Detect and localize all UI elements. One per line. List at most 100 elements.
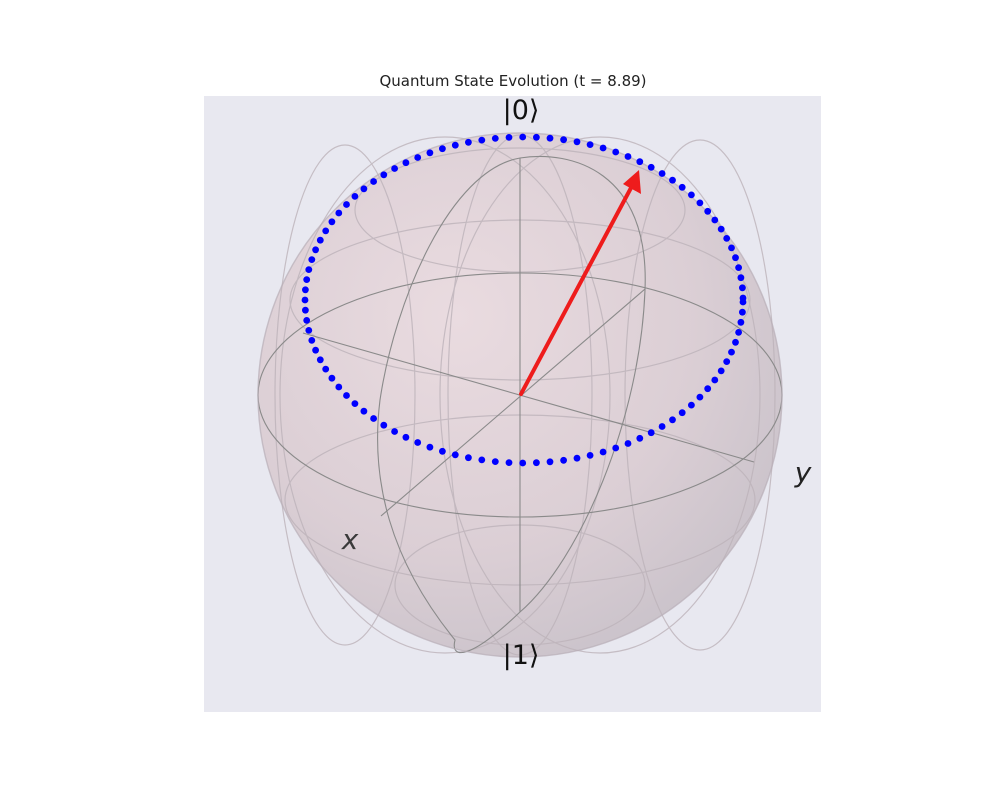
trajectory-point: [519, 459, 527, 467]
trajectory-point: [533, 459, 540, 467]
trajectory-point: [491, 458, 499, 465]
trajectory-point: [343, 392, 350, 399]
trajectory-point: [439, 447, 446, 455]
trajectory-point: [328, 374, 336, 382]
trajectory-point: [732, 338, 739, 346]
trajectory-point: [322, 227, 330, 235]
south-pole-label: |1⟩: [503, 640, 540, 671]
trajectory-point: [351, 193, 359, 200]
trajectory-point: [739, 284, 746, 292]
bloch-sphere-canvas: |0⟩ |1⟩ x y: [257, 96, 812, 671]
trajectory-point: [426, 149, 434, 157]
trajectory-point: [728, 348, 735, 356]
trajectory-point: [328, 218, 336, 226]
trajectory-point: [308, 337, 316, 344]
trajectory-point: [647, 429, 655, 437]
trajectory-point: [546, 458, 554, 466]
trajectory-point: [560, 456, 567, 464]
trajectory-point: [737, 318, 745, 326]
trajectory-point: [732, 254, 739, 262]
trajectory-point: [335, 383, 343, 391]
trajectory-point: [426, 443, 434, 451]
trajectory-point: [335, 209, 343, 217]
trajectory-point: [391, 165, 398, 172]
trajectory-point: [402, 433, 410, 441]
trajectory-point: [678, 183, 686, 191]
trajectory-point: [322, 365, 330, 373]
trajectory-point: [711, 216, 719, 224]
trajectory-point: [351, 400, 359, 407]
trajectory-point: [560, 136, 567, 144]
trajectory-point: [737, 274, 745, 282]
state-vector-line: [519, 184, 634, 396]
trajectory-point: [658, 423, 666, 430]
trajectory-point: [704, 207, 712, 215]
trajectory-point: [546, 134, 554, 142]
trajectory-point: [370, 178, 377, 185]
y-axis-line: [380, 288, 646, 517]
meridian-circle-a: [377, 155, 646, 654]
trajectory-point: [414, 439, 422, 446]
trajectory-point: [478, 456, 486, 464]
trajectory-point: [316, 236, 324, 244]
state-vector-arrowhead: [623, 170, 641, 194]
trajectory-point: [312, 346, 319, 354]
trajectory-point: [717, 225, 725, 233]
trajectory-point: [360, 185, 368, 193]
trajectory-point: [305, 266, 313, 273]
sphere-outline: [257, 132, 783, 658]
trajectory-point: [728, 244, 735, 252]
trajectory-point: [380, 421, 388, 429]
trajectory-point: [402, 159, 410, 167]
x-axis-label: x: [341, 523, 359, 556]
trajectory-point: [573, 454, 581, 462]
trajectory-point: [717, 367, 725, 375]
trajectory-point: [739, 294, 747, 302]
trajectory-point: [612, 444, 620, 452]
trajectory-point: [478, 136, 486, 144]
trajectory-point: [723, 235, 731, 242]
trajectory-point: [636, 434, 644, 442]
trajectory-point: [380, 171, 388, 179]
trajectory-point: [739, 308, 746, 316]
trajectory-point: [308, 256, 316, 263]
trajectory-point: [491, 135, 499, 142]
north-pole-label: |0⟩: [503, 96, 540, 126]
trajectory-point: [647, 163, 655, 171]
trajectory-point: [636, 158, 644, 166]
trajectory-point: [624, 153, 632, 160]
figure-title: Quantum State Evolution (t = 8.89): [379, 72, 647, 90]
trajectory-point: [599, 144, 607, 152]
trajectory-point: [505, 459, 513, 466]
trajectory-point: [519, 133, 527, 141]
trajectory-point: [465, 454, 472, 462]
trajectory-point: [704, 385, 712, 393]
trajectory-point: [370, 415, 377, 422]
trajectory-point: [678, 409, 686, 417]
trajectory-point: [688, 191, 695, 199]
trajectory-point: [303, 317, 311, 324]
trajectory-point: [312, 246, 319, 254]
bloch-sphere-plot: |0⟩ |1⟩ x y: [204, 96, 821, 712]
trajectory-point: [723, 358, 731, 365]
trajectory-point: [439, 145, 446, 153]
trajectory-point: [688, 401, 695, 409]
y-axis-label: y: [794, 456, 812, 489]
trajectory-point: [711, 376, 719, 384]
trajectory-point: [735, 264, 742, 271]
trajectory-point: [624, 440, 632, 447]
trajectory-point: [451, 141, 459, 149]
trajectory-point: [302, 306, 309, 314]
trajectory-point: [658, 170, 666, 177]
trajectory-point: [599, 448, 607, 456]
trajectory-point: [735, 329, 742, 336]
trajectory-point: [586, 452, 594, 459]
trajectory-point: [573, 138, 581, 146]
trajectory-point: [669, 416, 676, 424]
trajectory-point: [305, 327, 313, 334]
trajectory-point: [391, 428, 398, 435]
trajectory-point: [302, 286, 309, 294]
trajectory-point: [533, 133, 540, 141]
trajectory-point: [612, 148, 620, 156]
trajectory-point: [696, 393, 704, 401]
